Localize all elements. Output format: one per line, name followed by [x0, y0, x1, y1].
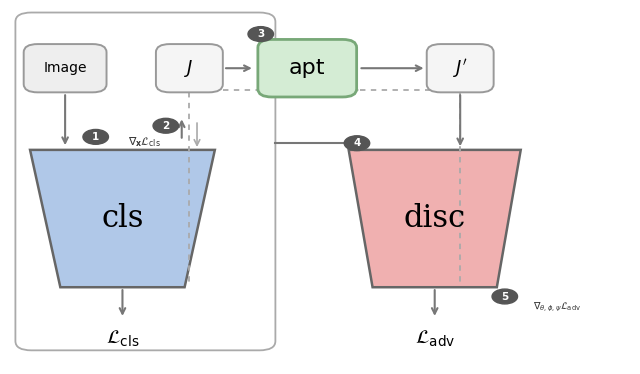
Text: apt: apt: [289, 58, 326, 78]
Text: 2: 2: [162, 121, 170, 131]
Circle shape: [492, 289, 518, 304]
Text: disc: disc: [404, 203, 466, 234]
Circle shape: [83, 129, 108, 144]
Circle shape: [248, 27, 273, 42]
Text: 1: 1: [92, 132, 99, 142]
Text: $\mathcal{L}_{\mathrm{cls}}$: $\mathcal{L}_{\mathrm{cls}}$: [106, 328, 139, 349]
Text: $J'$: $J'$: [452, 57, 468, 80]
FancyBboxPatch shape: [24, 44, 106, 92]
Text: 3: 3: [257, 29, 264, 39]
Circle shape: [344, 136, 370, 151]
FancyBboxPatch shape: [427, 44, 493, 92]
Text: Image: Image: [44, 61, 87, 75]
Circle shape: [153, 118, 179, 133]
Text: 4: 4: [353, 138, 361, 148]
FancyBboxPatch shape: [15, 12, 275, 350]
Text: $\nabla_{\theta,\phi,\psi}\mathcal{L}_{\mathrm{adv}}$: $\nabla_{\theta,\phi,\psi}\mathcal{L}_{\…: [534, 301, 582, 315]
FancyBboxPatch shape: [156, 44, 223, 92]
Polygon shape: [30, 150, 215, 287]
Text: $\nabla_{\mathbf{x}}\mathcal{L}_{\mathrm{cls}}$: $\nabla_{\mathbf{x}}\mathcal{L}_{\mathrm…: [128, 135, 161, 149]
Text: cls: cls: [101, 203, 144, 234]
Text: $J$: $J$: [184, 58, 195, 79]
FancyBboxPatch shape: [258, 39, 356, 97]
Text: 5: 5: [501, 291, 508, 301]
Text: $\mathcal{L}_{\mathrm{adv}}$: $\mathcal{L}_{\mathrm{adv}}$: [415, 328, 455, 349]
Polygon shape: [349, 150, 521, 287]
